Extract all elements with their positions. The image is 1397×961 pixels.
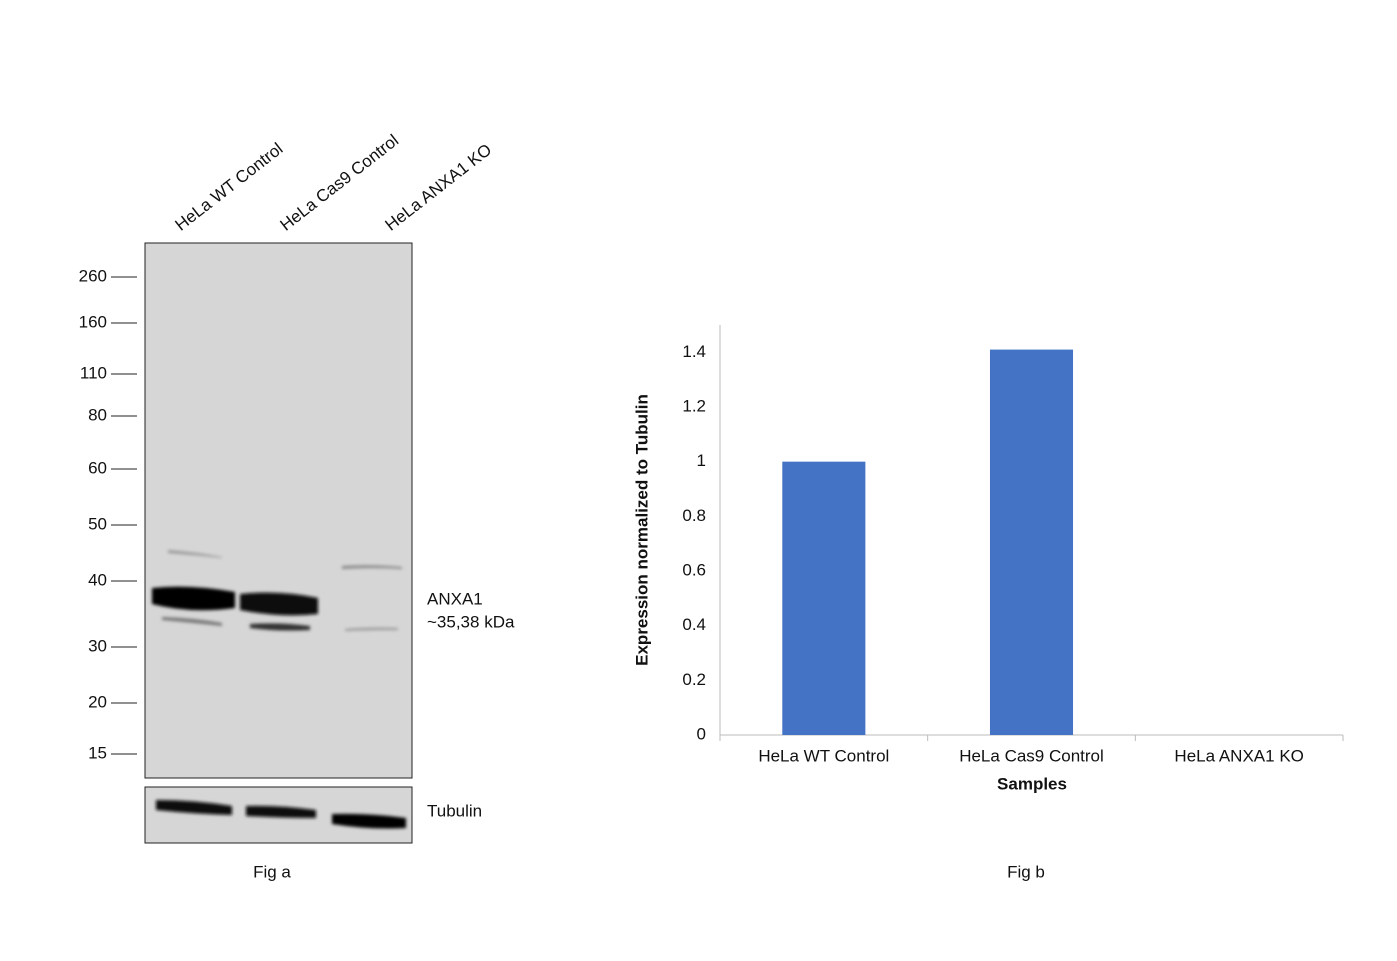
y-tick-label: 1.4 (682, 342, 706, 361)
marker-label: 160 (79, 312, 107, 331)
loading-label: Tubulin (427, 801, 482, 820)
x-tick-label: HeLa WT Control (758, 746, 889, 765)
marker-label: 260 (79, 266, 107, 285)
bar (989, 349, 1074, 735)
marker-label: 40 (88, 570, 107, 589)
marker-label: 80 (88, 405, 107, 424)
blot-membrane (144, 242, 413, 779)
lane-label: HeLa ANXA1 KO (382, 140, 496, 235)
blot-bands (152, 550, 402, 631)
marker-label: 60 (88, 458, 107, 477)
band-label: ANXA1 (427, 589, 483, 608)
caption: Fig b (1007, 862, 1045, 881)
lane-label: HeLa WT Control (172, 139, 287, 235)
bar (782, 461, 866, 735)
x-axis-label: Samples (997, 774, 1067, 793)
marker-label: 50 (88, 514, 107, 533)
y-tick-label: 0.4 (682, 615, 706, 634)
tubulin-bands (156, 800, 406, 829)
y-tick-label: 1.2 (682, 396, 706, 415)
y-tick-label: 0.8 (682, 506, 706, 525)
marker-label: 20 (88, 692, 107, 711)
y-tick-label: 0.6 (682, 560, 706, 579)
marker-label: 15 (88, 743, 107, 762)
marker-label: 30 (88, 636, 107, 655)
marker-label: 110 (80, 363, 107, 382)
x-tick-label: HeLa ANXA1 KO (1174, 746, 1303, 765)
y-tick-label: 1 (697, 451, 706, 470)
y-axis-label: Expression normalized to Tubulin (632, 394, 651, 666)
x-tick-label: HeLa Cas9 Control (959, 746, 1104, 765)
y-tick-label: 0 (697, 724, 706, 743)
band-size: ~35,38 kDa (427, 612, 515, 631)
y-tick-label: 0.2 (682, 670, 706, 689)
caption: Fig a (253, 862, 291, 881)
